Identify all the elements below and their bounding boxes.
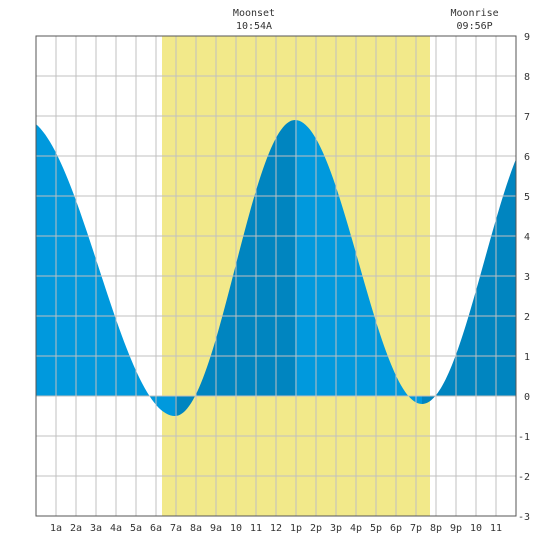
y-tick-label: 7 (524, 112, 530, 123)
y-tick-label: 9 (524, 32, 530, 43)
y-tick-label: 5 (524, 192, 530, 203)
x-tick-label: 8p (430, 523, 442, 534)
x-tick-label: 3p (330, 523, 342, 534)
x-tick-label: 5p (370, 523, 382, 534)
y-tick-label: 8 (524, 72, 530, 83)
y-tick-label: 3 (524, 272, 530, 283)
x-tick-label: 4a (110, 523, 122, 534)
x-tick-label: 1p (290, 523, 302, 534)
plot-border (35, 35, 517, 517)
x-tick-label: 12 (270, 523, 282, 534)
x-tick-label: 2a (70, 523, 82, 534)
x-tick-label: 9a (210, 523, 222, 534)
x-tick-label: 6a (150, 523, 162, 534)
x-tick-label: 7a (170, 523, 182, 534)
y-tick-label: 2 (524, 312, 530, 323)
x-tick-label: 8a (190, 523, 202, 534)
x-tick-label: 7p (410, 523, 422, 534)
x-tick-label: 9p (450, 523, 462, 534)
tide-falling-segment (295, 120, 422, 404)
y-tick-label: 6 (524, 152, 530, 163)
y-tick-label: 1 (524, 352, 530, 363)
x-tick-label: 2p (310, 523, 322, 534)
x-tick-label: 10 (230, 523, 242, 534)
x-tick-label: 6p (390, 523, 402, 534)
annotation-label: Moonset (233, 8, 275, 19)
y-tick-label: -2 (518, 472, 530, 483)
y-tick-label: -1 (518, 432, 530, 443)
x-tick-label: 10 (470, 523, 482, 534)
x-tick-label: 5a (130, 523, 142, 534)
y-tick-label: -3 (518, 512, 530, 523)
y-tick-label: 4 (524, 232, 530, 243)
tide-rising-segment (422, 159, 516, 404)
x-tick-label: 3a (90, 523, 102, 534)
y-tick-label: 0 (524, 392, 530, 403)
annotation-label: Moonrise (451, 8, 499, 19)
annotation-time: 10:54A (236, 21, 272, 32)
tide-falling-segment (36, 124, 175, 417)
x-tick-label: 11 (250, 523, 262, 534)
x-tick-label: 4p (350, 523, 362, 534)
annotation-time: 09:56P (457, 21, 493, 32)
tide-rising-segment (175, 120, 295, 416)
x-tick-label: 1a (50, 523, 62, 534)
x-tick-label: 11 (490, 523, 502, 534)
